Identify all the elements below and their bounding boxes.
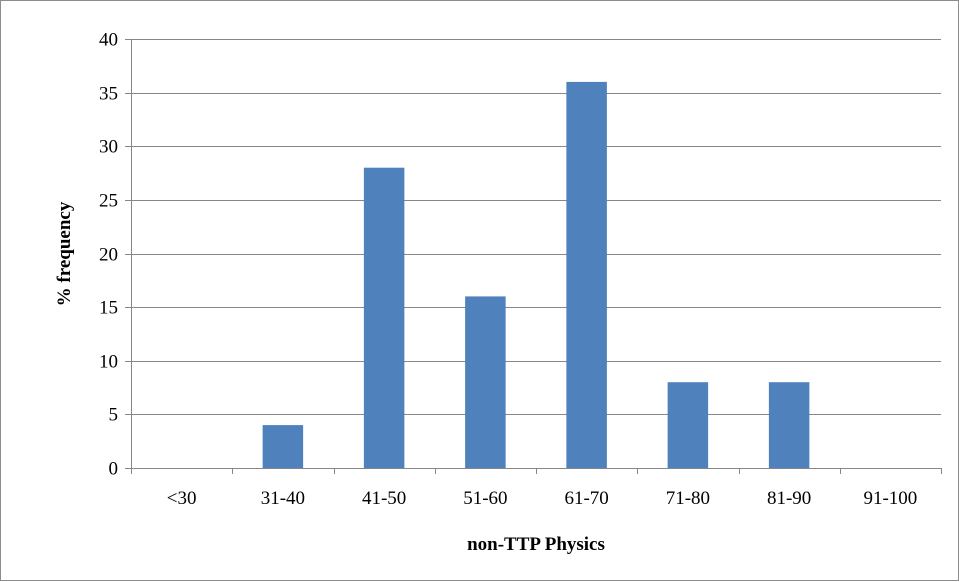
x-tick-label: <30 [167, 488, 197, 509]
gridlines [125, 39, 941, 469]
y-tick-label: 20 [99, 245, 118, 266]
x-tick-labels: <30 31-40 41-50 51-60 61-70 71-80 81-90 91-100 [167, 488, 918, 509]
x-tick-label: 31-40 [261, 488, 305, 509]
x-tick-label: 71-80 [666, 488, 710, 509]
y-axis-title: % frequency [54, 201, 75, 306]
bar [465, 296, 506, 468]
x-tick-label: 41-50 [362, 488, 406, 509]
bar [363, 167, 405, 468]
x-tick-label: 81-90 [767, 488, 811, 509]
y-tick-label: 5 [109, 405, 119, 426]
x-tick-label: 51-60 [463, 488, 507, 509]
bar [667, 382, 709, 468]
y-tick-label: 10 [99, 352, 118, 373]
x-tick-label: 61-70 [564, 488, 608, 509]
bar [262, 425, 304, 468]
x-axis-title: non-TTP Physics [467, 534, 605, 555]
y-tick-label: 0 [109, 459, 119, 480]
y-tick-labels: 0 5 10 15 20 25 30 35 40 [99, 30, 118, 480]
y-tick-label: 15 [99, 298, 118, 319]
y-tick-label: 30 [99, 137, 118, 158]
y-tick-label: 25 [99, 191, 118, 212]
y-tick-label: 40 [99, 30, 118, 51]
y-tick-label: 35 [99, 84, 118, 105]
bar [566, 81, 607, 469]
axes [131, 39, 942, 474]
bar [768, 382, 810, 468]
bars [262, 81, 810, 469]
x-tick-label: 91-100 [863, 488, 917, 509]
